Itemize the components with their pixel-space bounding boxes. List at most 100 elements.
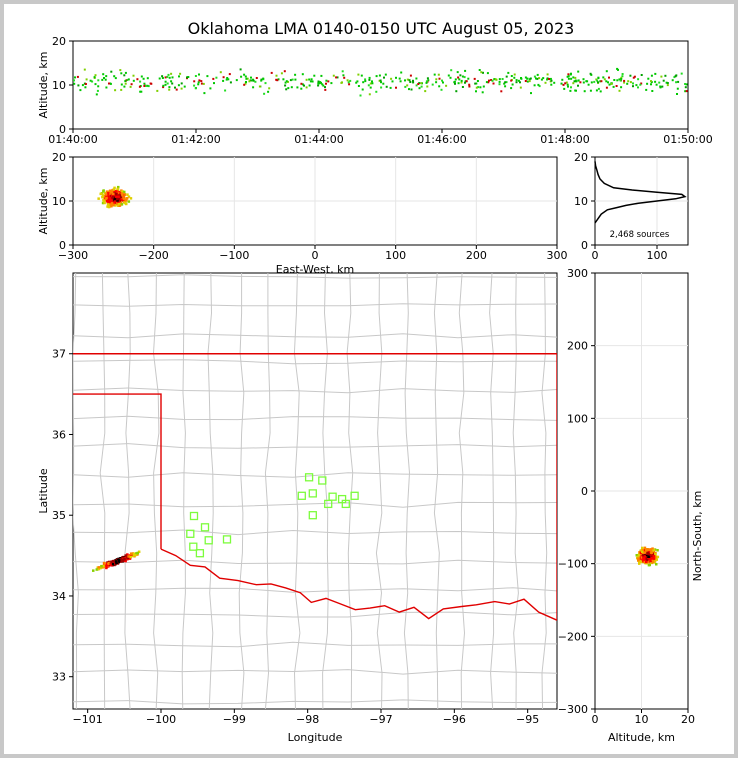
source-point	[108, 200, 111, 203]
source-point	[126, 197, 129, 200]
source-point	[102, 565, 105, 568]
source-point	[684, 83, 687, 85]
source-point	[481, 91, 484, 94]
y-tick-label: 10	[52, 79, 66, 92]
source-point	[187, 76, 190, 78]
source-point	[317, 82, 320, 85]
x-tick-label: −98	[296, 713, 319, 726]
source-point	[347, 81, 350, 84]
source-point	[198, 73, 200, 76]
source-point	[635, 84, 638, 87]
source-point	[200, 80, 203, 83]
source-point	[364, 80, 367, 83]
source-point	[513, 73, 516, 76]
source-point	[415, 84, 418, 87]
source-point	[627, 80, 630, 83]
source-point	[102, 199, 106, 203]
altitude-profile-line	[594, 161, 687, 224]
source-point	[119, 194, 123, 197]
source-point	[95, 93, 98, 96]
source-point	[550, 79, 553, 82]
x-tick-label: −100	[219, 249, 249, 262]
source-point	[296, 86, 299, 89]
source-point	[356, 80, 359, 83]
county-line	[73, 387, 557, 394]
source-point	[136, 551, 139, 555]
source-point	[317, 84, 320, 87]
lma-station-marker	[308, 489, 317, 498]
source-point	[658, 81, 661, 84]
source-point	[450, 69, 453, 72]
source-point	[303, 84, 305, 87]
source-point	[320, 74, 323, 77]
source-point	[599, 80, 602, 83]
source-point	[404, 79, 406, 82]
source-point	[317, 80, 320, 83]
source-point	[219, 71, 222, 74]
source-point	[608, 83, 611, 86]
source-point	[671, 79, 674, 82]
source-point	[168, 76, 171, 79]
source-point	[355, 81, 358, 84]
source-point	[398, 77, 401, 80]
source-point	[577, 79, 580, 82]
source-point	[113, 199, 117, 203]
source-point	[245, 77, 248, 80]
source-point	[637, 553, 641, 557]
y-tick-label: 10	[52, 195, 66, 208]
source-point	[492, 82, 495, 85]
source-point	[140, 75, 143, 78]
source-point	[632, 76, 635, 79]
source-point	[324, 86, 326, 89]
county-line	[433, 273, 440, 709]
x-tick-label: 20	[681, 713, 695, 726]
source-point	[275, 74, 278, 77]
source-point	[673, 76, 676, 79]
source-point	[105, 190, 109, 193]
source-point	[368, 93, 371, 96]
source-point	[569, 89, 572, 92]
lma-figure: Oklahoma LMA 0140-0150 UTC August 05, 20…	[37, 19, 713, 744]
source-point	[603, 78, 606, 81]
source-point	[490, 79, 493, 81]
y-axis-label: Altitude, km	[37, 167, 50, 234]
source-point	[126, 553, 129, 556]
source-point	[85, 78, 88, 81]
source-point	[121, 558, 125, 562]
source-point	[268, 87, 271, 90]
source-point	[121, 196, 124, 199]
source-point	[524, 76, 527, 79]
source-point	[291, 78, 294, 81]
source-point	[260, 79, 263, 82]
source-point	[321, 83, 324, 86]
county-line	[73, 559, 557, 565]
source-point	[675, 81, 678, 84]
source-point	[197, 81, 200, 84]
county-line	[73, 359, 557, 365]
source-point	[183, 85, 186, 88]
y-tick-label: 100	[567, 412, 588, 425]
source-point	[585, 80, 588, 83]
source-point	[647, 563, 651, 567]
source-point	[91, 80, 94, 83]
source-point	[369, 82, 372, 85]
source-point	[140, 90, 143, 93]
source-point	[129, 197, 133, 200]
x-tick-label: 01:42:00	[171, 133, 220, 146]
source-point	[487, 81, 490, 84]
source-point	[526, 77, 529, 80]
source-point	[635, 554, 638, 557]
source-point	[284, 84, 287, 87]
source-point	[566, 83, 569, 86]
source-point	[504, 85, 507, 88]
source-point	[123, 85, 126, 88]
source-point	[577, 70, 580, 73]
source-point	[110, 205, 113, 208]
x-tick-label: 0	[312, 249, 319, 262]
source-point	[650, 551, 653, 555]
source-point	[417, 83, 420, 85]
source-point	[162, 84, 165, 87]
source-point	[478, 69, 481, 71]
y-tick-label: −200	[558, 630, 588, 643]
source-point	[651, 90, 654, 92]
